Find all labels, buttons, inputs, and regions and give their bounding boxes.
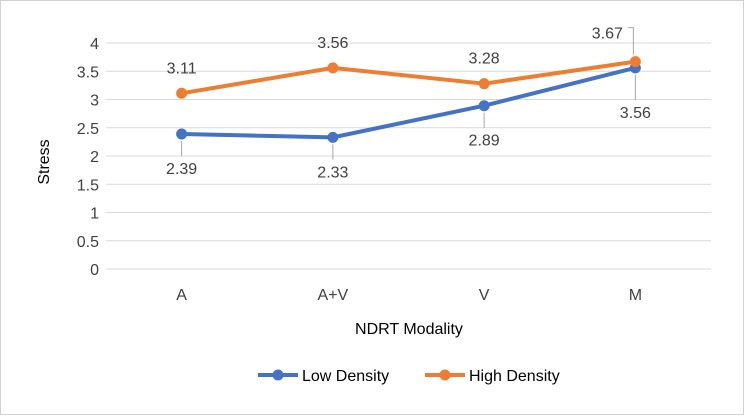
data-point-high-density	[176, 87, 188, 99]
y-tick-label: 2.5	[77, 121, 99, 138]
y-axis-title: Stress	[36, 139, 53, 184]
gridlines	[106, 42, 711, 270]
legend-marker-low-density	[272, 369, 284, 381]
data-label-high-density: 3.11	[167, 60, 197, 77]
data-label-low-density: 2.33	[317, 164, 348, 181]
x-tick-label: V	[479, 287, 490, 304]
legend-label-high-density: High Density	[469, 368, 560, 385]
x-axis-ticks: A A+V V M	[176, 287, 642, 304]
series-low-density	[176, 62, 641, 143]
series-line-low-density	[179, 65, 638, 140]
data-label-low-density: 2.89	[469, 133, 500, 150]
y-axis-ticks: 0 0.5 1 1.5 2 2.5 3 3.5 4	[77, 36, 99, 279]
legend-item-high-density: High Density	[425, 368, 560, 385]
legend-marker-high-density	[439, 369, 451, 381]
data-point-low-density	[176, 128, 188, 140]
data-label-high-density: 3.67	[592, 26, 623, 43]
y-tick-label: 0	[90, 262, 99, 279]
y-tick-label: 0.5	[77, 234, 99, 251]
y-tick-label: 3.5	[77, 64, 99, 81]
data-label-high-density: 3.28	[469, 51, 500, 68]
x-tick-label: M	[629, 287, 642, 304]
data-point-high-density	[327, 62, 339, 74]
y-tick-label: 1	[90, 206, 99, 223]
x-tick-label: A	[176, 287, 187, 304]
data-label-leader	[628, 27, 634, 55]
data-label-low-density: 3.56	[620, 105, 651, 122]
legend-item-low-density: Low Density	[258, 368, 389, 385]
y-tick-label: 3	[90, 93, 99, 110]
series-lines	[176, 56, 641, 143]
data-labels: 2.39 2.33 2.89 3.56 3.11 3.56 3.28 3.67	[166, 26, 651, 182]
series-high-density	[176, 56, 641, 99]
x-tick-label: A+V	[318, 287, 349, 304]
data-point-low-density	[327, 131, 339, 143]
legend: Low Density High Density	[258, 368, 560, 385]
data-point-high-density	[478, 78, 490, 90]
data-label-leaders	[181, 27, 636, 160]
y-tick-label: 1.5	[77, 177, 99, 194]
legend-label-low-density: Low Density	[302, 368, 389, 385]
series-line-high-density	[179, 59, 638, 96]
data-label-low-density: 2.39	[166, 161, 197, 178]
data-point-high-density	[629, 56, 641, 68]
data-label-high-density: 3.56	[317, 35, 348, 52]
y-tick-label: 4	[90, 36, 99, 53]
y-tick-label: 2	[90, 149, 99, 166]
data-point-low-density	[478, 100, 490, 112]
x-axis-title: NDRT Modality	[355, 321, 463, 338]
